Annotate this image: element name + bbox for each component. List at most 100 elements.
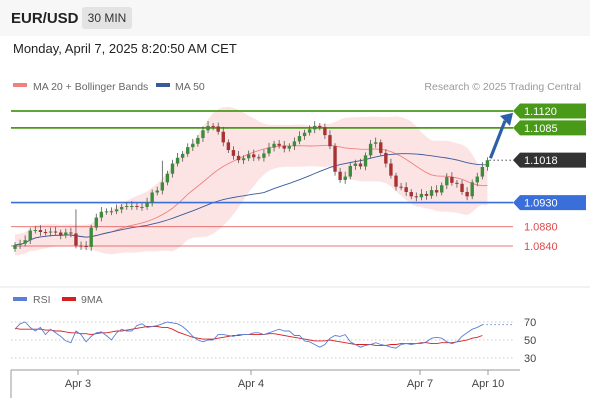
candle-body (475, 176, 479, 183)
timeframe-badge[interactable]: 30 MIN (82, 7, 132, 29)
candle-body (384, 152, 388, 164)
rsi-ma-line (14, 326, 483, 346)
arrow-head (500, 112, 513, 126)
candle-body (196, 138, 200, 144)
candle-body (409, 192, 413, 197)
candle-body (119, 206, 124, 210)
candle-body (246, 154, 251, 159)
candle-body (216, 126, 220, 132)
candle-body (445, 177, 449, 186)
candle-body (429, 190, 434, 196)
candle-body (338, 171, 342, 180)
candle-body (18, 243, 22, 246)
rsi-tick-30: 30 (524, 353, 536, 365)
candle-body (226, 142, 231, 151)
candle-body (262, 153, 266, 158)
candle-body (363, 155, 368, 167)
candle-body (257, 157, 261, 159)
candle-body (241, 158, 246, 161)
candle-body (175, 157, 180, 164)
arrow-shaft (488, 120, 507, 159)
main-legend: MA 20 + Bollinger Bands MA 50 Research ©… (13, 81, 581, 93)
level-label-1.1085: 1.1085 (524, 123, 558, 135)
rsi-tick-50: 50 (524, 335, 536, 347)
candle-body (145, 202, 149, 207)
candle-body (287, 146, 292, 149)
candle-body (404, 187, 408, 192)
candle-body (201, 130, 205, 138)
candle-body (419, 193, 424, 198)
candle-body (307, 129, 312, 133)
bollinger-legend-label: MA 20 + Bollinger Bands (33, 81, 148, 93)
rsi-legend: RSI 9MA (13, 294, 103, 306)
level-label-1.0930: 1.0930 (524, 198, 558, 210)
candle-body (160, 182, 165, 191)
x-tick-label: Apr 7 (407, 378, 433, 390)
candle-body (313, 125, 317, 130)
candle-body (23, 240, 27, 244)
candle-body (455, 182, 459, 184)
candle-body (206, 125, 210, 131)
candle-body (13, 245, 17, 249)
candle-body (125, 205, 129, 207)
rsi-ma-legend-label: 9MA (81, 294, 103, 306)
candle-body (480, 166, 485, 177)
candle-body (394, 175, 398, 187)
rsi-panel: 70 50 30 (11, 317, 536, 365)
candle-body (28, 230, 32, 241)
candle-body (48, 231, 53, 233)
level-label-1.1018: 1.1018 (524, 155, 558, 167)
candle-body (389, 163, 393, 176)
rsi-line (14, 321, 483, 349)
credit-label: Research © 2025 Trading Central (424, 81, 581, 93)
level-labels: 1.1120 1.1085 1.1018 1.0930 1.0880 1.0840 (513, 103, 586, 253)
candle-body (434, 190, 439, 193)
candle-body (69, 232, 73, 234)
candle-body (155, 190, 159, 193)
candle-body (358, 163, 363, 167)
x-tick-label: Apr 4 (238, 378, 264, 390)
candle-body (282, 145, 286, 149)
candle-body (135, 205, 139, 207)
candle-body (109, 211, 114, 213)
candle-body (186, 147, 190, 154)
candle-body (328, 135, 332, 147)
candle-body (450, 177, 454, 183)
candle-body (485, 160, 490, 167)
candle-body (470, 182, 474, 197)
candle-body (343, 176, 347, 180)
candle-body (267, 147, 271, 154)
ma50-legend-swatch (156, 83, 170, 87)
candle-body (180, 153, 185, 158)
candle-body (440, 185, 444, 193)
candle-body (38, 230, 43, 233)
datetime-label: Monday, April 7, 2025 8:20:50 AM CET (13, 41, 237, 56)
bollinger-legend-swatch (13, 83, 27, 87)
candle-body (231, 150, 236, 156)
level-tag-1.1018 (513, 152, 586, 168)
level-tag-1.0930 (513, 195, 586, 211)
candle-body (79, 245, 83, 247)
candle-body (302, 132, 307, 137)
candle-body (333, 146, 337, 172)
candle-body (191, 143, 195, 148)
candle-body (89, 227, 93, 247)
level-tag-1.1085 (513, 120, 586, 136)
ma50-line (14, 153, 488, 246)
candle-body (465, 192, 469, 197)
level-tag-1.1120 (513, 103, 586, 119)
header-bar: EUR/USD 30 MIN (0, 0, 590, 36)
candles (13, 121, 490, 252)
x-tick-label: Apr 10 (472, 378, 504, 390)
level-label-1.0880: 1.0880 (524, 222, 558, 234)
pair-title: EUR/USD (11, 10, 79, 27)
candle-body (211, 125, 215, 127)
candle-body (221, 131, 225, 143)
rsi-legend-swatch (13, 297, 27, 301)
level-label-1.0840: 1.0840 (524, 241, 558, 253)
rsi-tick-70: 70 (524, 317, 536, 329)
candle-body (277, 143, 281, 146)
candle-body (94, 217, 98, 228)
